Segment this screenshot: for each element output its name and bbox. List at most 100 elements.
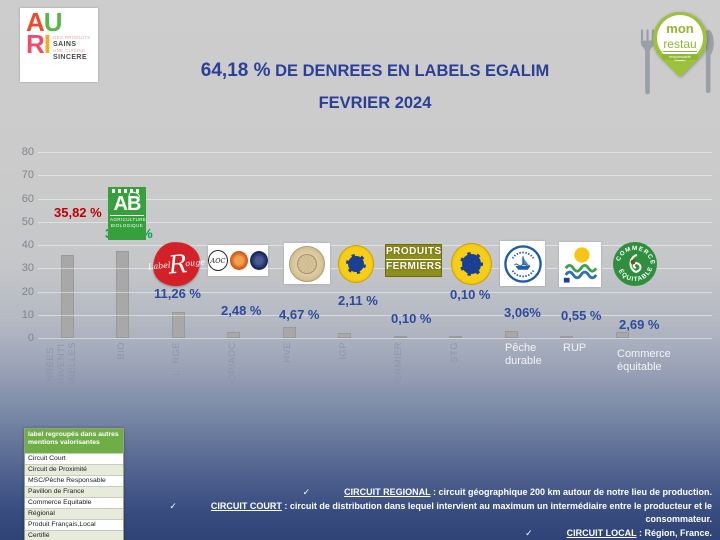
value-label: 11,26 % [154, 286, 201, 301]
bar [559, 336, 573, 338]
tan-seal-icon [289, 245, 325, 282]
aoc-seal-icon: AOC [208, 250, 228, 271]
legend-row: Certifié [25, 530, 123, 540]
footnote-term: CIRCUIT COURT [210, 500, 282, 511]
footnotes: ✓ CIRCUIT REGIONAL : circuit géographique… [160, 486, 712, 540]
x-axis-label: AOP/AOC [227, 342, 238, 389]
gridline [38, 314, 712, 316]
auri-wordmark-bottom: RI [26, 29, 51, 59]
bar [171, 311, 185, 338]
peche-durable-logo [500, 241, 545, 286]
x-axis-label: BIO [116, 342, 127, 360]
bar [60, 254, 74, 338]
plot-area [38, 152, 712, 339]
footnote-line: ✓ CIRCUIT LOCAL : Région, France. [160, 527, 712, 540]
y-axis-label: 70 [21, 169, 34, 181]
footnote-term: CIRCUIT LOCAL [566, 527, 637, 538]
gridline [38, 245, 712, 246]
legend-row: Commerce Equitable [25, 497, 123, 508]
x-axis-label: L. RGE [171, 342, 182, 376]
check-icon: ✓ [525, 527, 533, 538]
gridline [38, 291, 712, 293]
hve-seal-logo [284, 243, 330, 284]
gridline [38, 338, 712, 339]
value-label: 35,82 % [54, 205, 102, 220]
y-axis-label: 0 [27, 332, 34, 344]
y-axis-label: 10 [21, 308, 34, 321]
legend-row: Pavillon de France [25, 486, 123, 497]
produits-fermiers-logo: PRODUITS FERMIERS [385, 244, 442, 277]
legend-row: Circuit Court [25, 453, 123, 464]
legend-table: label regroupés dans autres mentions val… [24, 428, 124, 540]
igp-blue-center-icon [346, 253, 366, 275]
igp-logo [338, 245, 374, 283]
sun-waves-icon [563, 247, 598, 283]
auri-logo: AU RI DES PRODUITS SAINS UNE CUISINE SIN… [20, 8, 98, 82]
value-label: 2,69 % [619, 317, 660, 332]
bar [393, 336, 407, 338]
value-label: 2,48 % [221, 303, 262, 318]
auri-tagline: DES PRODUITS SAINS UNE CUISINE SINCERE [53, 35, 91, 61]
value-label: 4,67 % [279, 307, 320, 322]
gridline [38, 152, 712, 153]
gridline [38, 268, 712, 270]
footnote-line: ✓ CIRCUIT COURT : circuit de distribution… [160, 500, 712, 527]
y-axis-label: 80 [21, 146, 34, 158]
footnote-desc: : circuit géographique 200 km autour de … [430, 487, 712, 497]
bar [448, 336, 462, 338]
x-axis-label: FERMIER [393, 342, 404, 388]
legend-row: Circuit de Proximité [25, 464, 123, 475]
fishing-boat-icon [503, 244, 542, 283]
stg-blue-center-icon [460, 252, 483, 276]
x-axis-label: DENREES CONVENTI ONNELLES [45, 342, 78, 396]
bar [115, 251, 129, 338]
stg-logo [451, 243, 492, 285]
footnote-desc: : circuit de distribution dans lequel in… [281, 500, 712, 525]
footnote-line: ✓ CIRCUIT REGIONAL : circuit géographique… [160, 486, 712, 500]
gridline [38, 175, 712, 177]
x-axis-label: STG [449, 342, 460, 363]
y-axis-label: 50 [21, 215, 34, 228]
x-axis-label: Pêche durable [505, 342, 542, 367]
bar [282, 327, 296, 338]
value-label: 3,06% [504, 305, 541, 320]
legend-row: MSC/Pêche Responsable [25, 475, 123, 486]
x-axis-label: RUP [563, 342, 587, 354]
aoc-aop-logo: AOC [208, 245, 268, 276]
y-axis-label: 30 [21, 262, 34, 274]
knife-icon [705, 29, 714, 94]
rup-logo [559, 242, 601, 287]
value-label: 0,10 % [391, 311, 432, 326]
ab-bio-logo: AB AGRICULTURE BIOLOGIQUE [108, 187, 146, 240]
monrestau-text: mon restau responsable [657, 15, 703, 61]
aop-orange-seal-icon [230, 251, 248, 270]
check-icon: ✓ [169, 500, 177, 511]
commerce-equitable-seal-icon: COMMERCE ÉQUITABLE [613, 242, 657, 286]
x-axis-label: IGP [338, 342, 349, 360]
value-label: 0,55 % [561, 308, 602, 323]
value-label: 2,11 % [338, 293, 378, 308]
y-axis-label: 20 [21, 285, 34, 298]
x-axis-label: Commerce équitable [617, 348, 671, 373]
x-axis-label: HVE [282, 342, 293, 363]
legend-table-header: label regroupés dans autres mentions val… [25, 429, 123, 453]
y-axis-label: 60 [21, 192, 34, 205]
bar [615, 331, 629, 338]
y-axis-label: 40 [21, 239, 34, 251]
page-subtitle: FEVRIER 2024 [318, 94, 432, 112]
monrestau-logo: mon restau responsable [640, 0, 719, 106]
bar [337, 333, 351, 338]
gridline [38, 221, 712, 223]
gridline [38, 198, 712, 200]
footnote-term: CIRCUIT REGIONAL [344, 487, 431, 497]
legend-row: Régional [25, 508, 123, 519]
legend-row: Produit Français,Local [25, 519, 123, 530]
aop-navy-seal-icon [250, 251, 268, 270]
bar [226, 332, 240, 338]
footnote-desc: : Région, France. [636, 527, 712, 538]
ab-logo-top-strip [112, 189, 142, 193]
auri-wordmark-top: AU [26, 7, 63, 37]
check-icon: ✓ [302, 487, 311, 497]
commerce-equitable-logo: COMMERCE ÉQUITABLE [613, 242, 657, 286]
